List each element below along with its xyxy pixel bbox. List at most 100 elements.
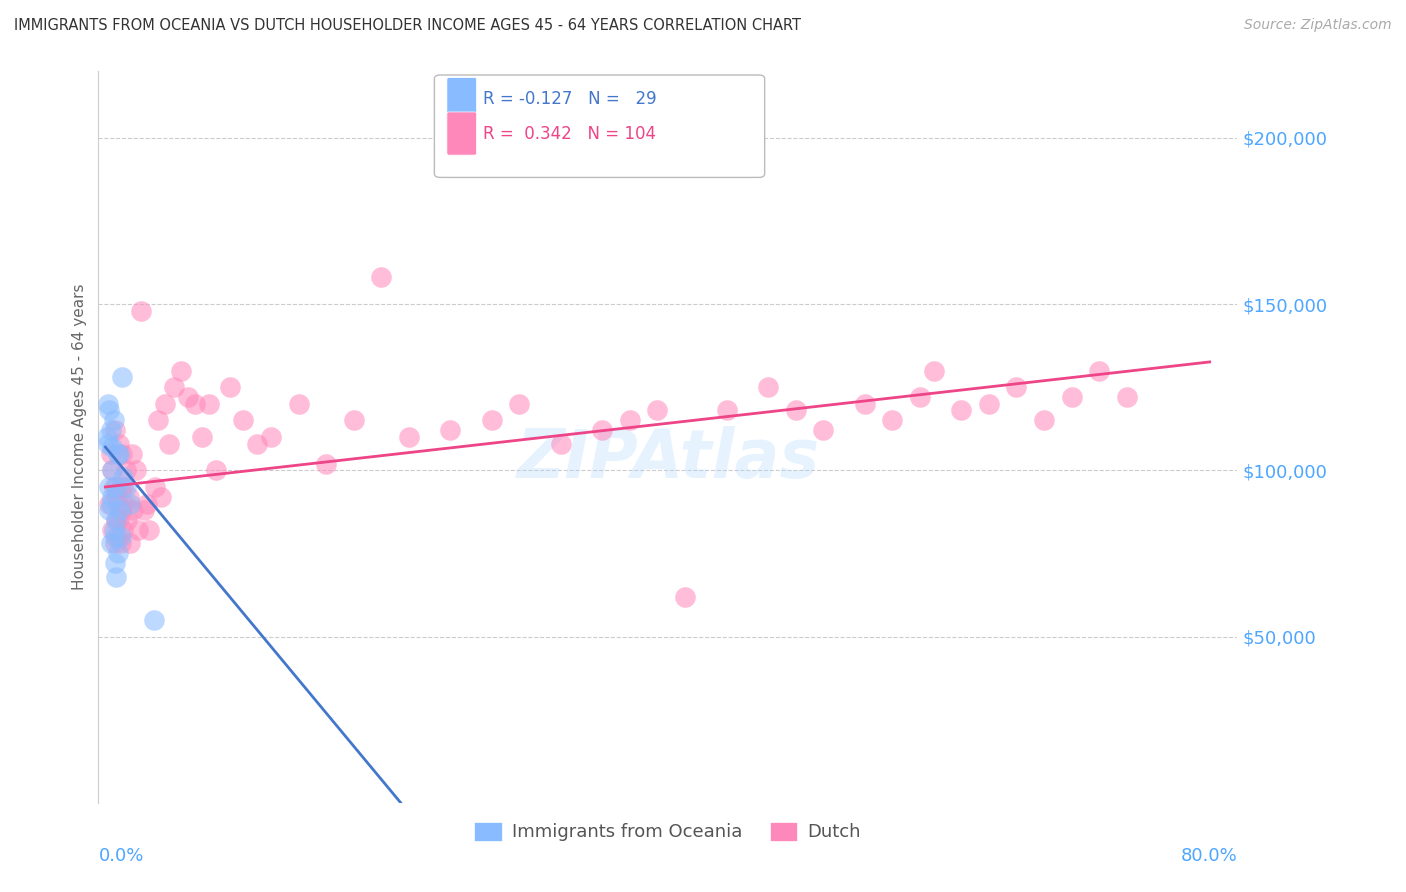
- Point: [908, 390, 931, 404]
- Point: [105, 480, 128, 494]
- Point: [198, 397, 221, 411]
- Point: [120, 497, 142, 511]
- Point: [120, 536, 142, 550]
- Point: [163, 380, 186, 394]
- Point: [129, 303, 152, 318]
- Point: [246, 436, 269, 450]
- Point: [104, 424, 127, 438]
- FancyBboxPatch shape: [447, 112, 477, 155]
- Point: [107, 546, 129, 560]
- Point: [100, 536, 122, 550]
- Point: [950, 403, 973, 417]
- Point: [98, 403, 121, 417]
- Point: [218, 380, 240, 394]
- Point: [146, 413, 169, 427]
- Point: [98, 480, 121, 494]
- Point: [101, 523, 124, 537]
- Point: [98, 503, 121, 517]
- Point: [104, 536, 127, 550]
- Point: [143, 480, 166, 494]
- Text: 80.0%: 80.0%: [1181, 847, 1237, 864]
- Point: [103, 523, 125, 537]
- FancyBboxPatch shape: [447, 78, 477, 120]
- Point: [1033, 413, 1056, 427]
- Point: [260, 430, 283, 444]
- Point: [370, 270, 392, 285]
- Point: [1060, 390, 1083, 404]
- Point: [853, 397, 876, 411]
- Point: [647, 403, 669, 417]
- Point: [142, 613, 165, 627]
- Point: [114, 497, 136, 511]
- Point: [107, 497, 129, 511]
- Point: [98, 497, 121, 511]
- Point: [481, 413, 503, 427]
- Point: [104, 530, 127, 544]
- Point: [105, 490, 128, 504]
- Point: [153, 397, 176, 411]
- FancyBboxPatch shape: [434, 75, 765, 178]
- Point: [132, 503, 155, 517]
- Point: [977, 397, 1000, 411]
- Point: [121, 447, 143, 461]
- Point: [1088, 363, 1111, 377]
- Point: [112, 480, 135, 494]
- Point: [125, 463, 148, 477]
- Point: [108, 436, 131, 450]
- Point: [97, 397, 120, 411]
- Point: [882, 413, 904, 427]
- Point: [1115, 390, 1137, 404]
- Point: [105, 570, 128, 584]
- Point: [135, 497, 157, 511]
- Point: [111, 503, 134, 517]
- Point: [287, 397, 309, 411]
- Point: [439, 424, 461, 438]
- Point: [100, 424, 122, 438]
- Point: [103, 480, 125, 494]
- Point: [101, 440, 124, 454]
- Point: [108, 447, 131, 461]
- Y-axis label: Householder Income Ages 45 - 64 years: Householder Income Ages 45 - 64 years: [72, 284, 87, 591]
- Point: [111, 370, 134, 384]
- Point: [105, 513, 128, 527]
- Point: [716, 403, 738, 417]
- Point: [673, 590, 696, 604]
- Point: [315, 457, 337, 471]
- Point: [108, 503, 131, 517]
- Point: [107, 447, 129, 461]
- Point: [100, 497, 122, 511]
- Point: [115, 463, 138, 477]
- Point: [104, 557, 127, 571]
- Point: [127, 523, 149, 537]
- Point: [111, 447, 134, 461]
- Point: [550, 436, 572, 450]
- Point: [619, 413, 641, 427]
- Text: R =  0.342   N = 104: R = 0.342 N = 104: [484, 125, 657, 143]
- Point: [785, 403, 807, 417]
- Point: [97, 436, 120, 450]
- Legend: Immigrants from Oceania, Dutch: Immigrants from Oceania, Dutch: [467, 814, 869, 848]
- Point: [191, 430, 214, 444]
- Point: [398, 430, 420, 444]
- Point: [118, 490, 141, 504]
- Point: [108, 513, 131, 527]
- Text: ZIPAtlas: ZIPAtlas: [516, 426, 820, 492]
- Point: [122, 503, 145, 517]
- Point: [232, 413, 254, 427]
- Point: [756, 380, 779, 394]
- Point: [170, 363, 193, 377]
- Point: [1005, 380, 1028, 394]
- Text: IMMIGRANTS FROM OCEANIA VS DUTCH HOUSEHOLDER INCOME AGES 45 - 64 YEARS CORRELATI: IMMIGRANTS FROM OCEANIA VS DUTCH HOUSEHO…: [14, 18, 801, 33]
- Point: [177, 390, 200, 404]
- Text: R = -0.127   N =   29: R = -0.127 N = 29: [484, 90, 657, 108]
- Point: [110, 480, 132, 494]
- Point: [107, 530, 129, 544]
- Point: [157, 436, 180, 450]
- Point: [591, 424, 613, 438]
- Point: [922, 363, 945, 377]
- Point: [112, 523, 135, 537]
- Point: [138, 523, 160, 537]
- Point: [103, 413, 125, 427]
- Point: [112, 470, 135, 484]
- Text: Source: ZipAtlas.com: Source: ZipAtlas.com: [1244, 18, 1392, 32]
